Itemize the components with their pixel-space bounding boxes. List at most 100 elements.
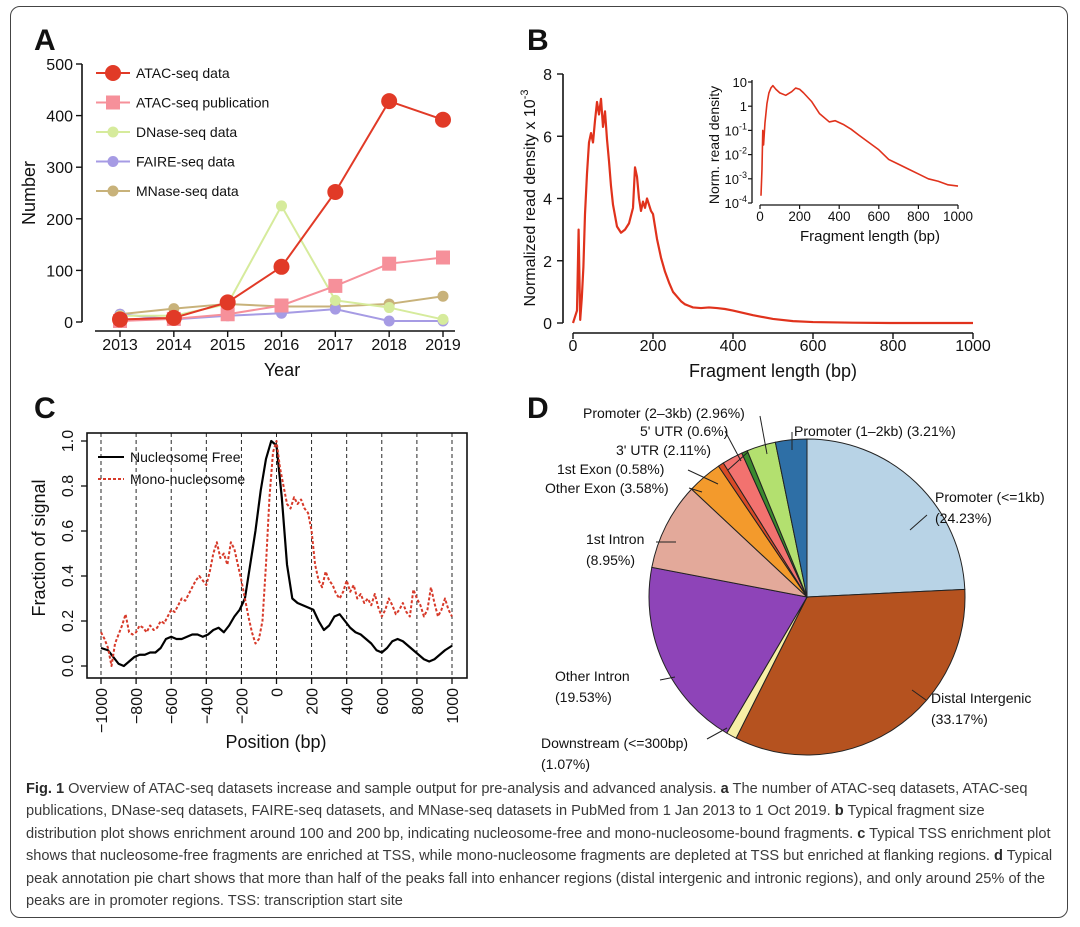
a-y-tick-label: 0 (64, 315, 73, 332)
a-data-point-square (382, 256, 397, 271)
b-inset-x-axis-title: Fragment length (bp) (800, 228, 940, 245)
b-x-tick-label: 200 (640, 338, 667, 355)
b-inset-y-tick-label: 10-3 (725, 170, 747, 187)
d-leader-line (687, 469, 719, 485)
a-legend-label: DNase-seq data (136, 124, 237, 140)
b-y-tick-label: 6 (543, 129, 552, 146)
a-y-tick-label: 300 (46, 160, 73, 177)
a-data-point (383, 315, 395, 327)
d-pie-slice (806, 438, 966, 598)
a-x-tick-label: 2017 (318, 337, 354, 354)
a-data-point (112, 311, 128, 328)
c-x-tick-label: −800 (129, 688, 146, 724)
d-slice-label: (8.95%) (586, 552, 635, 568)
a-legend-marker (105, 65, 121, 81)
panel-letter-c: C (34, 392, 56, 425)
c-x-tick-label: −600 (164, 688, 181, 724)
d-slice-label: Other Exon (3.58%) (545, 480, 669, 496)
b-inset-x-tick-label: 800 (907, 209, 930, 224)
caption-d-label: d (994, 848, 1003, 865)
d-slice-label: Promoter (<=1kb) (935, 489, 1045, 505)
a-data-point (329, 294, 341, 306)
b-inset-y-tick-label: 10 (733, 75, 747, 90)
c-x-tick-label: 200 (305, 688, 322, 715)
b-x-tick-label: 400 (720, 338, 747, 355)
b-density-line (571, 97, 973, 325)
caption-b-text: Typical fragment size distribution plot … (26, 803, 985, 842)
b-inset-y-axis-title: Norm. read density (706, 86, 722, 204)
b-y-axis-title: Normalized read density x 10-3 (519, 90, 539, 307)
d-slice-label: 5' UTR (0.6%) (640, 423, 728, 439)
a-legend-marker (107, 126, 119, 138)
a-y-tick-label: 200 (46, 212, 73, 229)
c-y-axis-title: Fraction of signal (29, 479, 49, 616)
a-data-point (435, 111, 451, 128)
caption-b-label: b (834, 803, 844, 820)
d-pie-slice (648, 566, 808, 734)
d-leader-line (727, 451, 749, 471)
a-data-point-square (220, 307, 235, 322)
caption-intro: Overview of ATAC-seq datasets increase a… (64, 781, 721, 797)
a-legend-label: ATAC-seq publication (136, 95, 269, 111)
a-x-tick-label: 2016 (264, 337, 300, 354)
d-slice-label: (1.07%) (541, 756, 590, 772)
caption-d-text: Typical peak annotation pie chart shows … (26, 848, 1053, 910)
caption-a-text: The number of ATAC-seq datasets, ATAC-se… (26, 781, 1028, 820)
c-x-tick-label: 1000 (445, 688, 462, 724)
a-x-tick-label: 2015 (210, 337, 246, 354)
b-x-tick-label: 600 (800, 338, 827, 355)
d-pie-slice (651, 488, 809, 598)
a-data-point (219, 294, 236, 311)
c-legend-label: Mono-nucleosome (130, 471, 245, 487)
a-legend-marker (106, 95, 120, 110)
c-legend-label: Nucleosome Free (130, 449, 241, 465)
c-y-tick-label: 1.0 (60, 430, 77, 452)
a-y-tick-label: 400 (46, 109, 73, 126)
a-x-tick-label: 2014 (156, 337, 192, 354)
a-data-point (383, 302, 395, 314)
d-leader-line (759, 415, 768, 455)
b-inset-y-tick-label: 10-1 (725, 121, 747, 138)
b-x-axis-title: Fragment length (bp) (689, 361, 857, 381)
a-x-tick-label: 2019 (425, 337, 461, 354)
a-y-axis-title: Number (19, 161, 39, 225)
a-legend-label: FAIRE-seq data (136, 154, 235, 170)
d-leader-line (909, 514, 928, 531)
c-x-tick-label: −200 (234, 688, 251, 724)
a-data-point (165, 309, 182, 326)
a-data-point-square (328, 278, 343, 293)
a-data-point (273, 258, 290, 275)
c-y-tick-label: 0.6 (60, 520, 77, 542)
d-slice-label: (24.23%) (935, 510, 992, 526)
b-inset-y-tick-label: 1 (740, 99, 747, 114)
panel-letter-d: D (527, 392, 549, 425)
d-leader-line (659, 676, 676, 681)
b-inset-x-tick-label: 600 (868, 209, 891, 224)
a-data-point (437, 313, 449, 325)
c-mono-nucleosome-line (100, 440, 453, 667)
d-slice-label: Distal Intergenic (931, 690, 1031, 706)
d-slice-label: 1st Intron (586, 531, 644, 547)
d-leader-line (706, 727, 728, 740)
a-x-tick-label: 2018 (371, 337, 407, 354)
figure-frame (10, 6, 1068, 918)
b-inset-y-tick-label: 10-2 (725, 146, 747, 163)
d-leader-line (911, 689, 927, 701)
a-y-tick-label: 500 (46, 57, 73, 74)
b-inset-y-tick-label: 10-4 (725, 194, 747, 211)
b-y-tick-label: 8 (543, 67, 552, 84)
caption-c-text: Typical TSS enrichment plot shows that n… (26, 825, 1051, 865)
a-legend-label: MNase-seq data (136, 183, 239, 199)
a-data-point (327, 183, 344, 200)
a-data-point (276, 200, 287, 212)
d-pie-slice (774, 438, 808, 598)
b-inset-x-tick-label: 0 (756, 209, 764, 224)
c-y-tick-label: 0.8 (60, 475, 77, 497)
panel-d-pie-chart: Promoter (<=1kb) (24.23%) Distal Intergeni… (541, 405, 1045, 772)
b-inset-x-tick-label: 1000 (943, 209, 973, 224)
b-inset-x-tick-label: 200 (788, 209, 811, 224)
a-x-axis-title: Year (264, 360, 300, 380)
d-slice-label: 1st Exon (0.58%) (557, 461, 664, 477)
b-x-tick-label: 0 (569, 338, 578, 355)
